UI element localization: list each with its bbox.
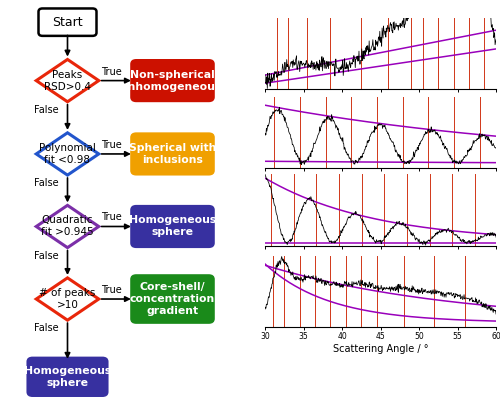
Text: Core-shell/
concentration
gradient: Core-shell/ concentration gradient [130,282,215,316]
Text: True: True [101,66,121,77]
Text: Polynomial
fit <0.98: Polynomial fit <0.98 [39,143,96,165]
Text: Non-spherical
inhomogeneous: Non-spherical inhomogeneous [124,70,221,91]
FancyBboxPatch shape [131,60,214,101]
Polygon shape [36,205,99,247]
X-axis label: Scattering Angle / °: Scattering Angle / ° [333,344,428,354]
Text: False: False [34,323,58,333]
FancyBboxPatch shape [131,206,214,247]
Text: Homogeneous
sphere: Homogeneous sphere [129,216,216,237]
Text: Quadratic
fit >0.945: Quadratic fit >0.945 [41,216,94,237]
Polygon shape [36,278,99,320]
Text: Peaks
RSD>0.4: Peaks RSD>0.4 [44,70,91,91]
Text: True: True [101,212,121,222]
FancyBboxPatch shape [38,8,96,36]
Text: True: True [101,285,121,295]
Text: False: False [34,105,58,115]
Text: Spherical with
inclusions: Spherical with inclusions [129,143,216,165]
FancyBboxPatch shape [131,275,214,323]
Text: False: False [34,251,58,261]
Polygon shape [36,59,99,102]
Polygon shape [36,133,99,175]
Text: # of peaks
>10: # of peaks >10 [40,288,96,310]
Text: False: False [34,178,58,188]
Text: True: True [101,140,121,150]
FancyBboxPatch shape [28,358,108,396]
Text: Start: Start [52,16,83,29]
FancyBboxPatch shape [131,133,214,174]
Text: Homogeneous
sphere: Homogeneous sphere [24,366,111,388]
